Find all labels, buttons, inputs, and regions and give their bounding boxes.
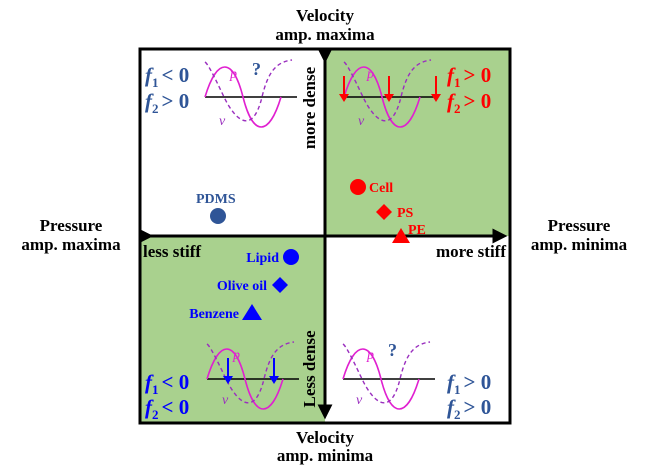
material-point-lipid: Lipid xyxy=(246,249,299,266)
wave-inset-bottom-left: p v xyxy=(206,341,299,410)
f1-label: f1 > 0 xyxy=(447,63,491,90)
material-point-pdms: PDMS xyxy=(196,192,236,224)
question-mark-top-left: ? xyxy=(252,59,261,79)
wave-label-p: p xyxy=(366,67,374,82)
axis-label-more-dense: more dense xyxy=(300,66,319,149)
top-edge-line1: Velocity xyxy=(296,6,354,25)
f-labels-bottom-right: f1 > 0 f2 > 0 xyxy=(447,370,491,422)
olive-oil-label: Olive oil xyxy=(217,279,267,294)
f-labels-bottom-left: f1 < 0 f2 < 0 xyxy=(145,370,189,422)
benzene-label: Benzene xyxy=(189,307,239,322)
f-labels-top-right: f1 > 0 f2 > 0 xyxy=(447,63,491,116)
wave-inset-top-right: p v xyxy=(339,59,441,129)
axis-label-more-stiff: more stiff xyxy=(436,242,506,261)
material-point-cell: Cell xyxy=(350,179,393,196)
wave-label-p: p xyxy=(366,348,374,363)
f2-label: f2 < 0 xyxy=(145,395,189,422)
f2-label: f2 > 0 xyxy=(447,89,491,116)
material-point-ps: PS xyxy=(376,204,414,221)
wave-label-p: p xyxy=(229,67,237,82)
wave-inset-bottom-right: p v ? xyxy=(342,340,435,410)
f1-label: f1 < 0 xyxy=(145,370,189,397)
pe-label: PE xyxy=(408,223,426,238)
cell-label: Cell xyxy=(369,181,393,196)
olive-oil-marker xyxy=(272,277,288,293)
axis-label-less-dense: Less dense xyxy=(300,330,319,407)
cell-marker xyxy=(350,179,366,195)
f1-label: f1 > 0 xyxy=(447,370,491,397)
lipid-label: Lipid xyxy=(246,251,279,266)
material-point-olive-oil: Olive oil xyxy=(217,277,288,294)
bottom-edge-line1: Velocity xyxy=(296,428,354,447)
wave-inset-top-left: p v ? xyxy=(204,59,297,129)
quadrant-top-right-shade xyxy=(325,49,510,236)
right-edge-line1: Pressure xyxy=(548,216,611,235)
pdms-label: PDMS xyxy=(196,192,236,207)
wave-label-p: p xyxy=(232,348,240,363)
left-edge-line1: Pressure xyxy=(40,216,103,235)
right-edge-line2: amp. minima xyxy=(531,235,628,254)
axis-label-less-stiff: less stiff xyxy=(143,242,201,261)
material-point-pe: PE xyxy=(392,223,426,243)
material-point-benzene: Benzene xyxy=(189,304,262,322)
f1-label: f1 < 0 xyxy=(145,63,189,90)
left-edge-line2: amp. maxima xyxy=(21,235,121,254)
f2-label: f2 > 0 xyxy=(447,395,491,422)
ps-label: PS xyxy=(397,206,414,221)
top-edge-line2: amp. maxima xyxy=(275,25,375,44)
quadrant-bottom-left-shade xyxy=(140,236,325,423)
pe-marker xyxy=(392,228,410,243)
wave-label-v: v xyxy=(219,114,226,129)
wave-label-v: v xyxy=(222,393,229,408)
benzene-marker xyxy=(242,304,262,320)
f2-label: f2 > 0 xyxy=(145,89,189,116)
bottom-edge-line2: amp. minima xyxy=(277,446,374,465)
question-mark-bottom-right: ? xyxy=(388,340,397,360)
wave-label-v: v xyxy=(356,393,363,408)
pdms-marker xyxy=(210,208,226,224)
ps-marker xyxy=(376,204,392,220)
wave-label-v: v xyxy=(358,114,365,129)
f-labels-top-left: f1 < 0 f2 > 0 xyxy=(145,63,189,116)
lipid-marker xyxy=(283,249,299,265)
